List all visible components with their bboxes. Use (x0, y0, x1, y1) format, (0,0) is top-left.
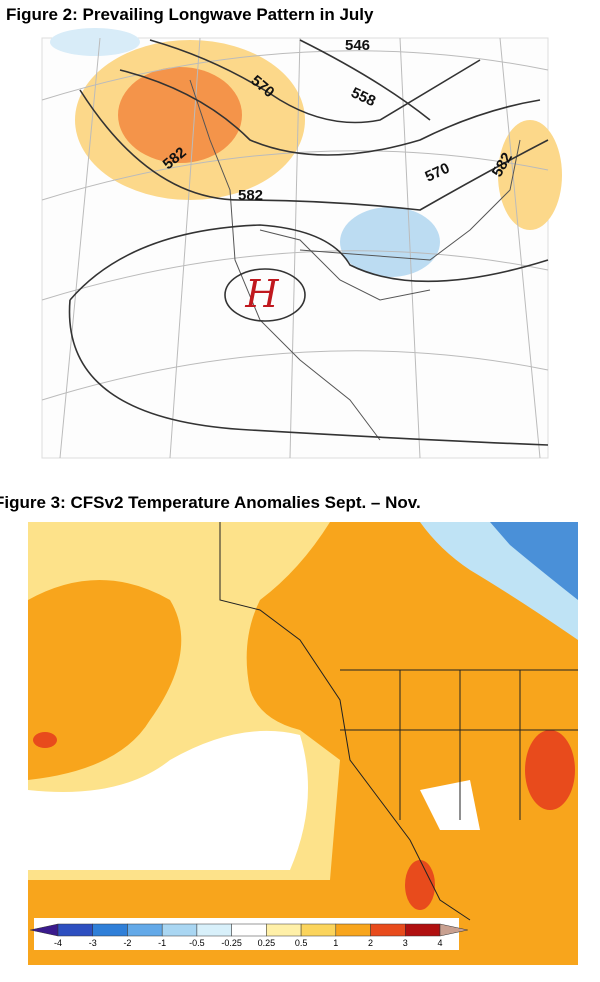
colorbar-swatch (370, 923, 406, 937)
colorbar-swatch (300, 923, 337, 937)
anomaly-hot (33, 732, 57, 748)
anomaly-blue (50, 28, 140, 56)
anomaly-warm (498, 120, 562, 230)
colorbar: -4 -3 -2 -1 -0.5 -0.25 0.25 0.5 1 2 3 4 (30, 923, 468, 948)
colorbar-swatch (231, 923, 267, 937)
high-pressure-label: H (244, 272, 279, 316)
colorbar-end (439, 923, 468, 937)
graticule (41, 37, 549, 459)
colorbar-swatch (266, 923, 302, 937)
anomaly-neutral (420, 780, 480, 830)
colorbar-swatch (92, 923, 128, 937)
colorbar-label: -0.5 (189, 938, 205, 948)
colorbar-label: 0.5 (295, 938, 308, 948)
coastlines (219, 522, 578, 921)
colorbar-label: 3 (403, 938, 408, 948)
height-contours (68, 39, 549, 446)
colorbar-swatch (196, 923, 232, 937)
anomaly-hot (405, 860, 435, 910)
colorbar-label: 2 (368, 938, 373, 948)
map-figure-3: -4 -3 -2 -1 -0.5 -0.25 0.25 0.5 1 2 3 4 (28, 522, 578, 965)
colorbar-swatch (405, 923, 441, 937)
colorbar-label: -1 (158, 938, 166, 948)
colorbar-label: 1 (333, 938, 338, 948)
colorbar-label: -4 (54, 938, 62, 948)
colorbar-swatch (335, 923, 371, 937)
anomaly-cool (340, 207, 440, 277)
map-figure-2: 546 558 570 582 582 570 582 H (41, 28, 562, 459)
anomaly-hot (118, 67, 242, 163)
contour-label: 546 (345, 37, 370, 54)
contour-label: 582 (238, 187, 263, 204)
colorbar-label: -0.25 (221, 938, 242, 948)
colorbar-label: -2 (123, 938, 131, 948)
colorbar-label: 0.25 (258, 938, 276, 948)
colorbar-label: 4 (437, 938, 442, 948)
anomaly-neutral (28, 730, 308, 870)
anomaly-hot (525, 730, 575, 810)
colorbar-swatch (57, 923, 93, 937)
figure-title: Figure 2: Prevailing Longwave Pattern in… (6, 5, 374, 24)
figure-title: Figure 3: CFSv2 Temperature Anomalies Se… (0, 493, 421, 512)
anomaly-cold (490, 522, 578, 600)
coastlines (189, 79, 521, 441)
colorbar-swatch (161, 923, 198, 937)
colorbar-swatch (127, 923, 163, 937)
colorbar-label: -3 (89, 938, 97, 948)
